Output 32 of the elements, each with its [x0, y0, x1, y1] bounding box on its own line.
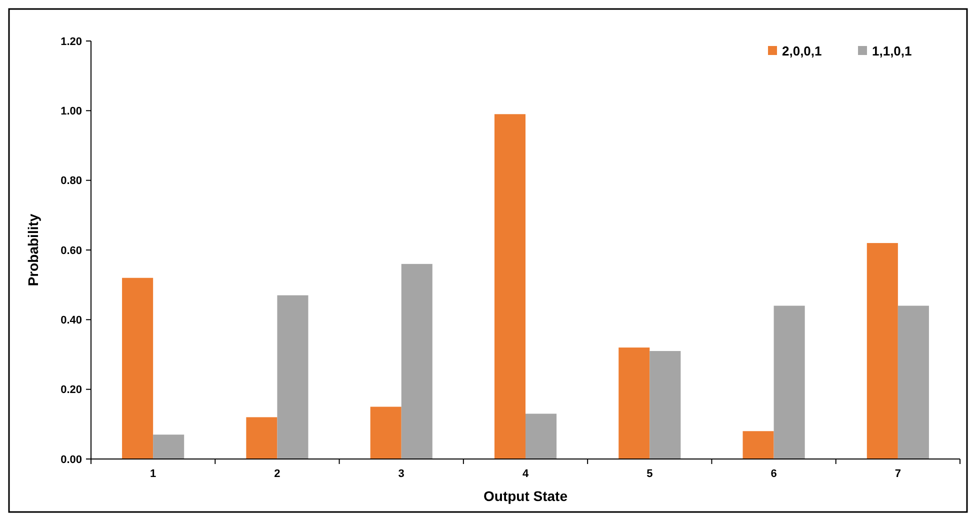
bar: [774, 306, 805, 459]
x-tick-label: 7: [894, 468, 901, 480]
y-tick-label: 0.80: [60, 175, 82, 188]
bar: [370, 406, 402, 459]
bar: [742, 431, 774, 459]
bar: [246, 417, 278, 459]
y-tick-label: 0.40: [60, 314, 82, 327]
bar: [866, 243, 898, 459]
x-tick-label: 6: [770, 468, 777, 480]
x-tick-label: 3: [398, 468, 404, 480]
y-tick-label: 1.00: [60, 106, 82, 118]
legend-label: 2,0,0,1: [782, 44, 822, 59]
x-tick-label: 4: [522, 468, 530, 480]
bar: [650, 351, 681, 459]
x-tick-label: 5: [646, 468, 653, 480]
bar: [526, 414, 557, 459]
y-tick-label: 0.00: [60, 454, 82, 466]
legend-label: 1,1,0,1: [872, 44, 912, 59]
bar: [494, 114, 526, 459]
y-tick-label: 0.20: [60, 384, 82, 396]
y-axis-title: Probability: [25, 214, 41, 286]
x-tick-label: 1: [150, 468, 156, 480]
bar: [898, 306, 929, 459]
bar: [153, 434, 184, 459]
bar: [277, 295, 308, 459]
x-axis-title: Output State: [484, 488, 568, 504]
bar: [401, 264, 432, 459]
y-tick-label: 1.20: [60, 36, 82, 48]
bar: [122, 278, 154, 459]
bar: [618, 348, 650, 459]
x-tick-label: 2: [274, 468, 280, 480]
y-tick-label: 0.60: [60, 244, 82, 257]
